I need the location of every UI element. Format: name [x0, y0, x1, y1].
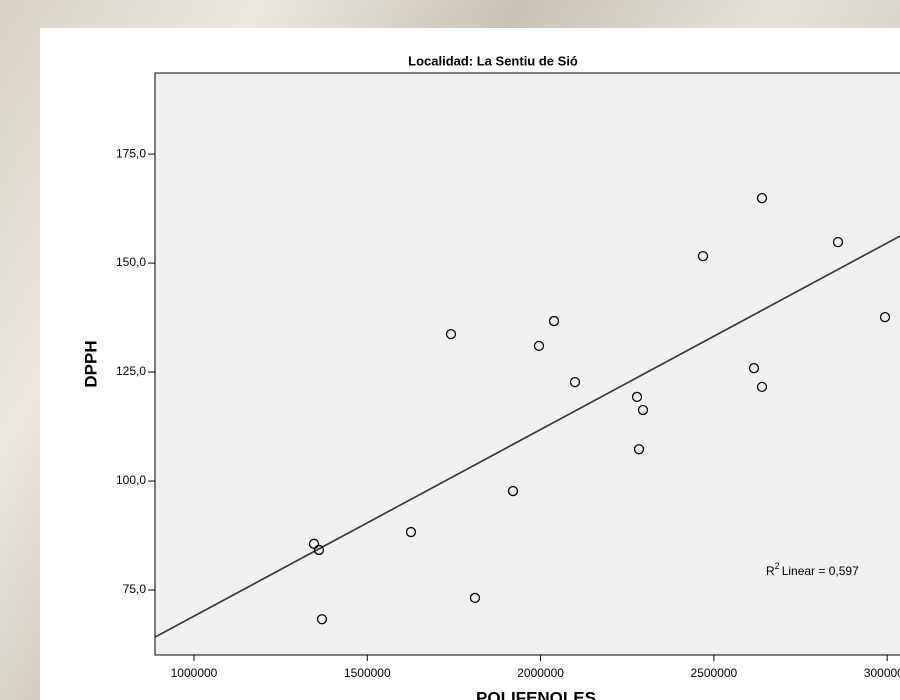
x-tick-label: 2000000 [517, 666, 564, 680]
y-tick-label: 150,0 [116, 255, 146, 269]
annotation-superscript: 2 [775, 561, 780, 571]
x-tick-label: 1500000 [344, 666, 391, 680]
x-axis-title: POLIFENOLES [476, 688, 596, 700]
y-tick-label: 100,0 [116, 473, 146, 487]
x-tick-label: 2500000 [691, 666, 738, 680]
x-tick-label: 3000000 [864, 666, 900, 680]
annotation-base: R [766, 564, 775, 578]
chart-title: Localidad: La Sentiu de Sió [408, 53, 578, 68]
y-tick-label: 75,0 [123, 582, 147, 596]
annotation-text: Linear = 0,597 [782, 564, 859, 578]
y-tick-label: 125,0 [116, 364, 146, 378]
chart: Localidad: La Sentiu de Sió DPPH POLIFEN… [0, 0, 900, 700]
page: Localidad: La Sentiu de Sió DPPH POLIFEN… [0, 0, 900, 700]
x-tick-label: 1000000 [171, 666, 218, 680]
y-axis-title: DPPH [81, 340, 100, 387]
y-tick-label: 175,0 [116, 146, 146, 160]
